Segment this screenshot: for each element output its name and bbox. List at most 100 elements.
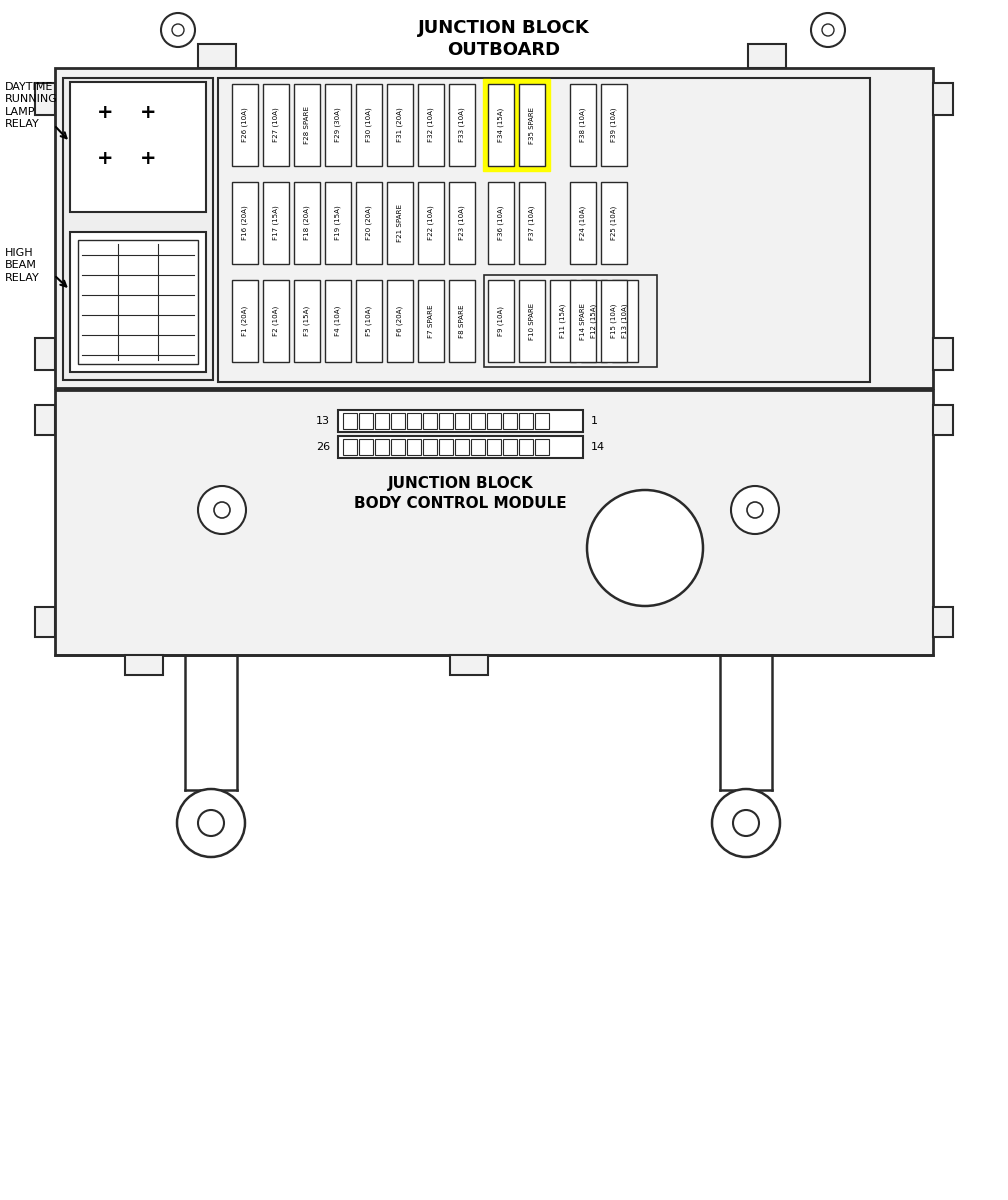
Bar — [933, 83, 953, 115]
Bar — [70, 82, 206, 212]
Bar — [601, 84, 627, 166]
Bar — [338, 410, 583, 432]
Bar — [391, 413, 405, 428]
Text: F14 SPARE: F14 SPARE — [580, 302, 586, 340]
Bar — [375, 439, 389, 455]
Bar — [125, 655, 163, 674]
Circle shape — [822, 24, 834, 36]
Text: JUNCTION BLOCK
BODY CONTROL MODULE: JUNCTION BLOCK BODY CONTROL MODULE — [354, 476, 566, 511]
Circle shape — [731, 486, 779, 534]
Text: F39 (10A): F39 (10A) — [611, 108, 617, 143]
Text: F25 (10A): F25 (10A) — [611, 206, 617, 240]
Text: F36 (10A): F36 (10A) — [498, 205, 504, 240]
Bar — [78, 240, 198, 364]
Bar — [55, 68, 933, 388]
Text: F4 (10A): F4 (10A) — [335, 306, 342, 336]
Bar — [484, 275, 657, 367]
Bar — [325, 280, 351, 362]
Circle shape — [214, 502, 230, 518]
Bar — [356, 280, 382, 362]
Text: DAYTIME
RUNNING
LAMP
RELAY: DAYTIME RUNNING LAMP RELAY — [5, 82, 57, 130]
Text: F12 (15A): F12 (15A) — [591, 304, 598, 338]
Bar — [218, 78, 870, 382]
Bar — [35, 83, 55, 115]
Bar — [343, 439, 357, 455]
Bar — [488, 84, 514, 166]
Circle shape — [587, 490, 703, 606]
Text: F23 (10A): F23 (10A) — [459, 205, 466, 240]
Circle shape — [198, 486, 246, 534]
Bar — [55, 390, 933, 655]
Bar — [263, 84, 289, 166]
Bar — [487, 439, 501, 455]
Bar — [449, 280, 475, 362]
Bar — [423, 413, 437, 428]
Bar — [503, 439, 517, 455]
Bar — [387, 182, 413, 264]
Bar — [519, 439, 533, 455]
Bar — [483, 79, 550, 170]
Text: F30 (10A): F30 (10A) — [366, 108, 372, 143]
Bar — [232, 280, 258, 362]
Text: F24 (10A): F24 (10A) — [580, 206, 587, 240]
Bar — [359, 413, 373, 428]
Text: F6 (20A): F6 (20A) — [397, 306, 403, 336]
Circle shape — [198, 810, 224, 836]
Bar — [570, 84, 596, 166]
Bar — [35, 404, 55, 434]
Bar — [356, 84, 382, 166]
Bar — [535, 439, 549, 455]
Text: F16 (20A): F16 (20A) — [242, 205, 248, 240]
Bar — [387, 84, 413, 166]
Text: F22 (10A): F22 (10A) — [427, 205, 434, 240]
Bar — [748, 44, 786, 68]
Text: F13 (10A): F13 (10A) — [622, 304, 628, 338]
Text: F10 SPARE: F10 SPARE — [529, 302, 535, 340]
Bar — [294, 182, 320, 264]
Bar — [407, 439, 421, 455]
Circle shape — [172, 24, 184, 36]
Circle shape — [811, 13, 845, 47]
Bar — [471, 413, 485, 428]
Bar — [601, 280, 627, 362]
Text: +: + — [97, 149, 113, 168]
Bar — [343, 413, 357, 428]
Circle shape — [712, 790, 780, 857]
Bar — [418, 280, 444, 362]
Bar — [535, 413, 549, 428]
Bar — [294, 84, 320, 166]
Circle shape — [161, 13, 195, 47]
Bar — [375, 413, 389, 428]
Bar — [471, 439, 485, 455]
Text: F3 (15A): F3 (15A) — [303, 306, 310, 336]
Text: F34 (15A): F34 (15A) — [498, 108, 504, 142]
Bar — [601, 182, 627, 264]
Text: F9 (10A): F9 (10A) — [498, 306, 504, 336]
Bar — [933, 607, 953, 637]
Bar — [35, 607, 55, 637]
Bar — [356, 182, 382, 264]
Bar — [519, 84, 545, 166]
Text: F19 (15A): F19 (15A) — [335, 205, 342, 240]
Text: JUNCTION BLOCK: JUNCTION BLOCK — [418, 19, 590, 37]
Bar — [581, 280, 607, 362]
Bar — [550, 280, 576, 362]
Bar — [455, 413, 469, 428]
Text: OUTBOARD: OUTBOARD — [448, 41, 560, 59]
Text: 26: 26 — [316, 442, 330, 452]
Bar — [570, 182, 596, 264]
Text: F1 (20A): F1 (20A) — [242, 306, 248, 336]
Bar — [423, 439, 437, 455]
Text: F11 (15A): F11 (15A) — [559, 304, 566, 338]
Text: F31 (20A): F31 (20A) — [397, 108, 403, 143]
Bar — [62, 78, 213, 380]
Text: +: + — [97, 102, 113, 121]
Text: F29 (30A): F29 (30A) — [335, 108, 342, 143]
Text: 1: 1 — [591, 416, 598, 426]
Bar — [439, 413, 453, 428]
Text: +: + — [140, 102, 156, 121]
Bar — [359, 439, 373, 455]
Bar — [263, 280, 289, 362]
Circle shape — [733, 810, 759, 836]
Bar — [439, 439, 453, 455]
